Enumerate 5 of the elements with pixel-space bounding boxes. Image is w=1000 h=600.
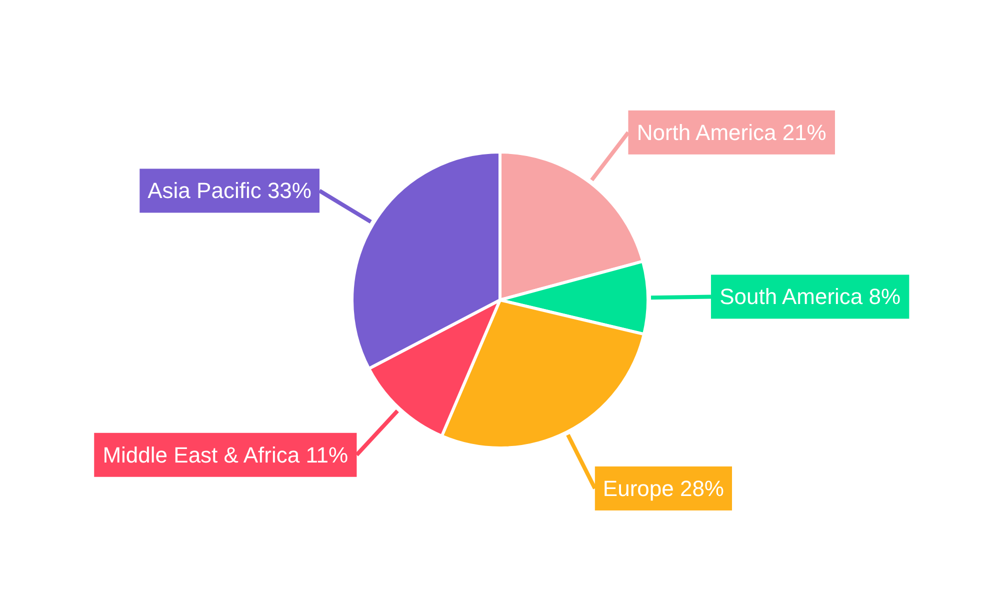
slice-label: Europe 28% [602,476,724,501]
slice-label: North America 21% [636,120,826,145]
slice-label: South America 8% [720,284,901,310]
slice-label: Asia Pacific 33% [148,178,312,204]
slice-label: Middle East & Africa 11% [102,442,348,468]
